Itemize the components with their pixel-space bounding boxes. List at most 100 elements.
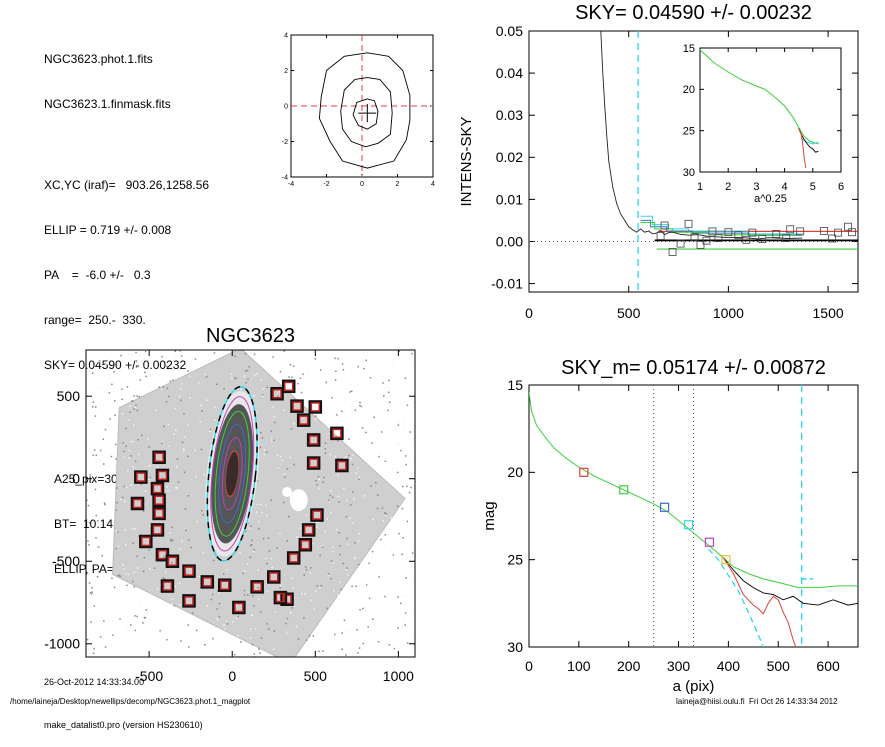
noise-dot [308,635,311,637]
noise-dot [112,356,115,358]
noise-dot [413,610,415,612]
noise-dot [303,574,305,576]
noise-dot [153,651,156,653]
noise-dot [356,629,358,631]
noise-dot [259,446,262,449]
noise-dot [408,462,410,465]
noise-dot [271,566,273,569]
sky-box-inner [219,580,230,590]
noise-dot [99,388,102,390]
noise-dot [365,584,368,586]
info-maskname: NGC3623.1.finmask.fits [44,97,171,111]
noise-dot [142,510,145,512]
noise-dot [178,548,181,550]
noise-dot [176,487,179,490]
noise-dot [265,504,267,507]
noise-dot [161,442,163,445]
y-tick-label: -4 [282,174,288,181]
noise-dot [130,600,132,603]
noise-dot [236,617,238,620]
contour-plot: -4 -2 0 2 4 -4 -2 0 2 4 [282,32,435,188]
footer-user: laineja@hiisi.oulu.fi Fri Oct 26 14:33:3… [676,697,838,706]
noise-dot [165,571,167,574]
sky-sample-square [708,227,717,236]
noise-dot [277,467,280,469]
noise-dot [384,512,386,514]
sky-box [150,523,165,537]
noise-dot [89,592,92,594]
noise-dot [161,440,164,443]
noise-dot [199,421,201,423]
noise-dot [384,562,386,564]
noise-dot [133,424,135,427]
noise-dot [343,619,346,622]
noise-dot [282,501,285,504]
noise-dot [222,645,224,647]
noise-dot [397,443,399,446]
noise-dot [217,553,219,556]
noise-dot [145,375,147,378]
noise-dot [384,460,387,462]
sky-box [134,470,148,484]
noise-dot [251,643,254,646]
noise-dot [124,529,127,531]
noise-dot [180,399,182,402]
noise-dot [250,544,253,546]
noise-dot [115,547,117,550]
noise-dot [352,491,354,493]
noise-dot [130,455,132,457]
noise-dot [367,626,369,628]
axes-frame [85,349,416,658]
noise-dot [316,521,319,524]
noise-dot [364,495,366,497]
noise-dot [388,379,390,382]
noise-dot [166,387,169,389]
noise-dot [375,552,377,554]
noise-dot [128,449,131,452]
noise-dot [349,517,351,520]
noise-dot [393,647,396,650]
noise-dot [123,485,126,488]
noise-dot [119,575,121,578]
noise-dot [121,496,124,499]
noise-dot [332,562,335,564]
y-tick-label: 15 [507,377,523,393]
noise-dot [305,568,308,571]
galaxy [205,386,260,562]
noise-dot [345,499,348,502]
sky-box-inner [288,553,299,563]
noise-dot [411,545,414,547]
noise-dot [256,373,259,375]
sky-sample-square [656,232,665,240]
mag-xlabel: a (pix) [673,678,715,695]
noise-dot [147,438,149,440]
noise-dot [387,409,389,411]
noise-dot [118,574,120,577]
sky-box-inner [275,592,286,603]
noise-dot [181,540,183,542]
noise-dot [312,542,314,545]
noise-dot [274,610,277,613]
noise-dot [143,617,146,619]
noise-dot [91,591,93,593]
y-tick-label: 0 [72,471,80,487]
noise-dot [89,528,92,531]
noise-dot [318,478,321,480]
noise-dot [324,442,327,444]
noise-dot [130,440,132,443]
noise-dot [104,622,107,625]
noise-dot [101,370,103,372]
noise-dot [148,446,150,448]
inset-red-profile [798,128,807,168]
noise-dot [270,437,273,440]
noise-dot [314,358,317,360]
x-tick-label: 300 [667,658,691,674]
noise-dot [117,545,119,547]
noise-dot [361,364,363,366]
noise-dot [377,641,380,643]
noise-dot [337,474,339,476]
y-tick-label: 15 [683,43,695,55]
noise-dot [87,540,89,542]
noise-dot [259,652,261,654]
noise-dot [212,559,215,562]
